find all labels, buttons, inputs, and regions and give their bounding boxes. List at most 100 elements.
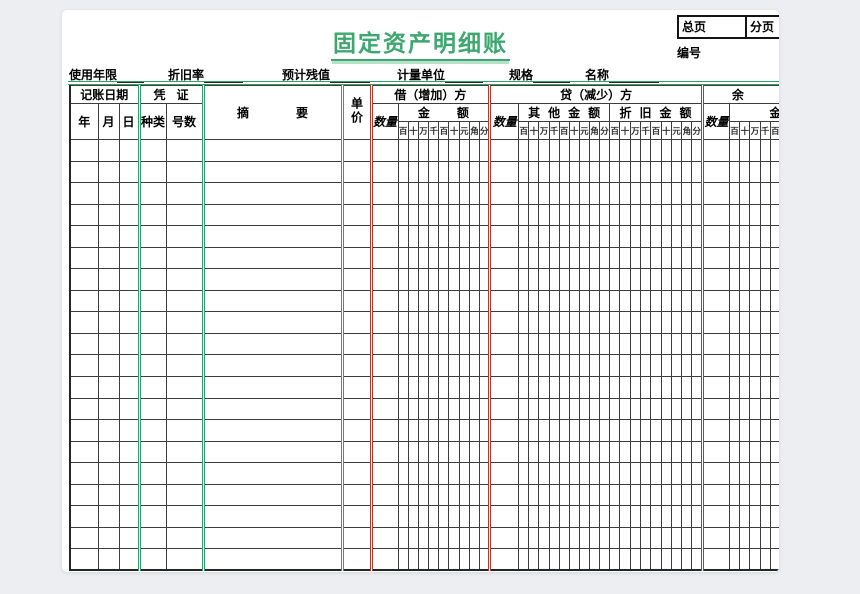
header-row-1: 记账日期 凭 证 摘 要 单价 借（增加）方 贷（减少）方 余 额: [69, 85, 779, 140]
header-summary: 摘 要: [201, 85, 343, 140]
page-count-box: 总页 分页: [677, 15, 779, 39]
digit-label: 十: [660, 121, 672, 140]
info-label: 名称: [585, 68, 610, 82]
digit-label: 角: [588, 121, 601, 140]
blank-line: [609, 70, 660, 83]
info-field-name: 名称: [585, 66, 660, 83]
info-label: 使用年限: [69, 68, 118, 82]
ledger-empty-row: [69, 311, 779, 334]
ledger-empty-row: [69, 182, 779, 205]
ledger-page: 总页 分页 编号 固定资产明细账 使用年限 折旧率 预计残值 计量单位 规格 名…: [62, 10, 779, 572]
header-other-amount: 其他金额: [518, 103, 611, 122]
header-year: 年: [69, 103, 99, 140]
ledger-empty-row: [69, 440, 779, 464]
digit-label: 十: [448, 121, 460, 140]
digit-label: 千: [759, 121, 771, 140]
ledger-empty-row: [69, 354, 779, 378]
header-voucher-type: 种类: [137, 103, 167, 140]
ledger-empty-row: [69, 225, 779, 248]
info-field-specification: 规格: [509, 66, 571, 83]
digit-label: 十: [528, 121, 540, 140]
ledger-empty-row: [69, 332, 779, 356]
ledger-empty-row: [69, 160, 779, 184]
ledger-empty-row: [69, 483, 779, 507]
ledger-empty-row: [69, 505, 779, 528]
header-balance-quantity: 数量: [700, 103, 730, 140]
header-voucher-no: 号数: [165, 103, 204, 140]
digit-label: 十: [619, 121, 631, 140]
digit-label: 百: [558, 121, 570, 140]
ledger-empty-row: [69, 419, 779, 442]
digit-label: 万: [417, 121, 430, 140]
green-rule-line: [68, 81, 779, 85]
info-label: 规格: [509, 68, 534, 82]
header-unit-price: 单价: [340, 85, 372, 140]
blank-line: [533, 70, 571, 83]
blank-line: [445, 70, 484, 83]
header-row-2: 年 月 日 种类 号数 数量 金 额 数量 其他金额 折旧金额 数量 金: [69, 103, 779, 140]
digit-label: 元: [578, 121, 590, 140]
digit-label: 百: [518, 121, 530, 140]
digit-label: 千: [428, 121, 440, 140]
number-label: 编号: [677, 46, 702, 60]
digit-label: 百: [728, 121, 741, 140]
info-row: 使用年限 折旧率 预计残值 计量单位 规格 名称: [62, 66, 779, 84]
digit-label: 百: [397, 121, 409, 140]
ledger-empty-row: [69, 376, 779, 399]
digit-label: 百: [609, 121, 621, 140]
digit-label: 分: [691, 121, 703, 140]
info-field-useful-life: 使用年限: [69, 66, 145, 83]
ledger-empty-row: [69, 397, 779, 421]
blank-line: [330, 70, 371, 83]
ledger-empty-row: [69, 548, 779, 571]
info-label: 计量单位: [397, 68, 446, 82]
ledger-empty-row: [69, 526, 779, 550]
digit-label: 千: [548, 121, 560, 140]
ledger-empty-row: [69, 139, 779, 162]
header-debit-group: 借（增加）方: [369, 85, 491, 104]
ledger-empty-row: [69, 246, 779, 270]
digit-label: 角: [468, 121, 481, 140]
header-credit-group: 贷（减少）方: [488, 85, 703, 104]
info-field-residual-value: 预计残值: [282, 66, 371, 83]
info-label: 预计残值: [282, 68, 331, 82]
digit-label: 元: [458, 121, 470, 140]
header-date-group: 记账日期: [69, 85, 140, 104]
info-label: 折旧率: [168, 68, 205, 82]
digit-label: 百: [438, 121, 450, 140]
digit-label: 十: [407, 121, 419, 140]
page-title: 固定资产明细账: [331, 24, 510, 61]
ledger-empty-row: [69, 203, 779, 227]
info-field-unit-of-measure: 计量单位: [397, 66, 484, 83]
header-balance-group: 余 额: [700, 85, 779, 104]
header-depreciation-amount: 折旧金额: [609, 103, 703, 122]
header-debit-quantity: 数量: [369, 103, 399, 140]
header-row-3-digits: 百 十 万 千 百 十 元 角 分 百 十 万 千 百 十 元 角 分 百 十: [70, 121, 779, 140]
header-balance-amount: 金: [728, 103, 779, 122]
ledger-empty-row: [69, 462, 779, 485]
total-page-label: 总页: [679, 17, 747, 37]
header-day: 日: [118, 103, 140, 140]
digit-label: 百: [769, 121, 779, 140]
digit-label: 角: [681, 121, 693, 140]
digit-label: 分: [479, 121, 491, 140]
digit-label: 万: [629, 121, 641, 140]
digit-label: 万: [538, 121, 550, 140]
digit-label: 千: [639, 121, 652, 140]
digit-label: 分: [598, 121, 611, 140]
ledger-body: [69, 139, 779, 571]
digit-label: 百: [650, 121, 662, 140]
unit-price-label: 单价: [349, 96, 364, 125]
ledger-empty-row: [69, 289, 779, 313]
ledger-table: 记账日期 凭 证 摘 要 单价 借（增加）方 贷（减少）方 余 额 年 月 日 …: [69, 85, 779, 572]
title-wrap: 固定资产明细账: [62, 24, 779, 61]
digit-label: 元: [670, 121, 683, 140]
header-credit-quantity: 数量: [488, 103, 520, 140]
sub-page-label: 分页: [750, 20, 775, 34]
blank-line: [117, 70, 145, 83]
info-field-depreciation-rate: 折旧率: [168, 66, 244, 83]
digit-label: 十: [739, 121, 751, 140]
blank-line: [204, 70, 244, 83]
header-debit-amount: 金 额: [397, 103, 491, 122]
digit-label: 十: [568, 121, 580, 140]
